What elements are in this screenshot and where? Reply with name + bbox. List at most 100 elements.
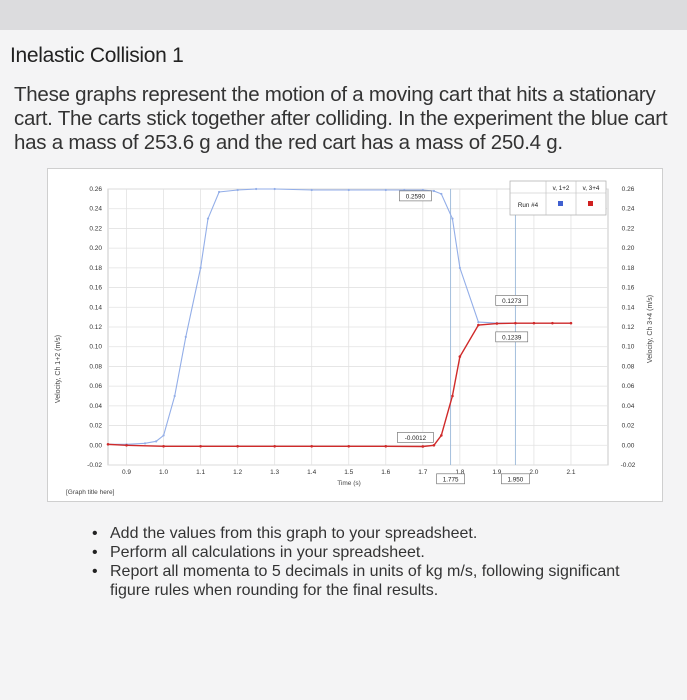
y-tick-label-left: 0.02 — [89, 423, 102, 430]
legend-col1: v, 1+2 — [553, 185, 570, 192]
series-point-1 — [206, 217, 210, 220]
instruction-list: Add the values from this graph to your s… — [92, 524, 652, 600]
series-point-2 — [273, 444, 276, 448]
chart-legend: v, 1+2 v, 3+4 Run #4 — [509, 180, 607, 216]
series-point-2 — [384, 444, 388, 448]
chart-annotations: 0.2590 -0.0012 0.1273 0.1239 1.775 1.950 — [397, 190, 530, 485]
series-point-2 — [236, 444, 239, 448]
left-axis-ticks: 0.26 0.24 0.22 0.20 0.18 0.16 0.14 0.12 0.10 0.08… — [87, 186, 102, 469]
series-line-2 — [107, 322, 571, 448]
series-point-2 — [514, 321, 517, 325]
y-tick-label-right: 0.10 — [622, 344, 635, 351]
legend-run: Run #4 — [518, 202, 539, 209]
y-tick-label-right: 0.18 — [622, 265, 635, 272]
y-tick-label-left: 0.22 — [89, 225, 102, 232]
series-point-2 — [421, 445, 425, 448]
series-point-2 — [458, 355, 462, 358]
y-tick-label-right: 0.16 — [622, 285, 635, 292]
legend-box — [509, 180, 607, 216]
y-tick-label-right: 0.26 — [622, 186, 635, 193]
value-label-box — [495, 295, 529, 306]
value-label-box — [399, 190, 432, 202]
left-axis-label: Velocity, Ch 1+2 (m/s) — [55, 335, 62, 403]
series-point-1 — [173, 394, 176, 398]
y-tick-label-left: 0.24 — [89, 206, 102, 213]
y-tick-label-right: 0.02 — [622, 423, 635, 430]
series-point-1 — [421, 188, 424, 192]
series-point-2 — [310, 444, 314, 448]
y-tick-label-left: 0.12 — [89, 324, 102, 331]
x-tick-label: 1.6 — [381, 469, 390, 476]
legend-swatch-2 — [588, 201, 593, 206]
series-point-1 — [347, 188, 350, 192]
series-point-1 — [451, 217, 454, 220]
chart-series — [106, 187, 573, 448]
value-label: -0.0012 — [405, 435, 427, 442]
series-point-1 — [155, 440, 158, 443]
top-band — [0, 0, 687, 30]
series-point-2 — [477, 323, 480, 327]
series-point-1 — [236, 188, 239, 192]
x-tick-label: 1.3 — [270, 469, 279, 476]
graph-title-placeholder[interactable]: [Graph title here] — [66, 489, 115, 496]
value-label: 0.2590 — [406, 193, 426, 200]
y-tick-label-left: 0.16 — [89, 285, 102, 292]
y-tick-label-right: 0.04 — [622, 403, 635, 410]
series-point-1 — [273, 187, 276, 191]
y-tick-label-right: 0.00 — [622, 442, 635, 449]
value-label-box — [501, 473, 530, 485]
series-point-1 — [440, 192, 443, 196]
x-tick-label: 1.9 — [492, 469, 501, 476]
value-label: 0.1239 — [502, 334, 522, 341]
y-tick-label-left: 0.18 — [89, 265, 102, 272]
y-tick-label-left: 0.14 — [89, 304, 102, 311]
x-tick-label: 2.0 — [529, 469, 538, 476]
x-tick-label: 1.4 — [307, 469, 316, 476]
series-point-1 — [477, 320, 480, 324]
y-tick-label-left: -0.02 — [87, 462, 102, 469]
y-tick-label-right: 0.08 — [622, 363, 635, 370]
y-tick-label-right: 0.20 — [622, 245, 635, 252]
velocity-chart-svg: 0.26 0.24 0.22 0.20 0.18 0.16 0.14 0.12 0.10 0.08… — [55, 180, 654, 496]
series-point-2 — [199, 444, 202, 448]
value-label: 1.775 — [443, 476, 459, 483]
velocity-graph: 0.26 0.24 0.22 0.20 0.18 0.16 0.14 0.12 0.10 0.08… — [47, 168, 663, 502]
instruction-item: Perform all calculations in your spreads… — [92, 543, 652, 562]
series-point-1 — [403, 188, 406, 192]
right-axis-label: Velocity, Ch 3+4 (m/s) — [647, 295, 654, 363]
series-point-1 — [218, 190, 221, 194]
series-point-2 — [569, 321, 573, 325]
y-tick-label-left: 0.10 — [89, 344, 102, 351]
legend-swatch-1 — [558, 201, 563, 206]
series-point-2 — [347, 444, 351, 448]
x-tick-label: 1.2 — [233, 469, 242, 476]
value-label-box — [436, 473, 465, 485]
x-tick-label: 1.5 — [344, 469, 353, 476]
legend-col2: v, 3+4 — [583, 185, 600, 192]
y-tick-label-left: 0.20 — [89, 245, 102, 252]
y-tick-label-right: 0.22 — [622, 225, 635, 232]
series-point-2 — [440, 434, 443, 437]
y-tick-label-right: 0.06 — [622, 383, 635, 390]
x-tick-label: 1.8 — [455, 469, 464, 476]
y-tick-label-right: 0.24 — [622, 206, 635, 213]
series-point-2 — [162, 444, 165, 448]
y-tick-label-left: 0.06 — [89, 383, 102, 390]
value-label: 1.950 — [508, 476, 524, 483]
instruction-item: Add the values from this graph to your s… — [92, 524, 652, 543]
series-point-1 — [458, 266, 461, 269]
series-point-2 — [451, 394, 454, 398]
series-point-2 — [532, 321, 536, 325]
value-label: 0.1273 — [502, 298, 522, 305]
series-point-2 — [125, 443, 128, 447]
page-title: Inelastic Collision 1 — [10, 44, 184, 67]
x-tick-label: 1.7 — [418, 469, 427, 476]
series-line-1 — [108, 188, 571, 445]
series-point-2 — [432, 443, 436, 447]
x-tick-label: 0.9 — [122, 469, 131, 476]
x-axis-label: Time (s) — [337, 480, 361, 487]
right-axis-ticks: 0.26 0.24 0.22 0.20 0.18 0.16 0.14 0.12 0.10 0.08… — [621, 186, 636, 469]
intro-paragraph: These graphs represent the motion of a m… — [14, 83, 668, 154]
series-point-2 — [551, 321, 554, 325]
